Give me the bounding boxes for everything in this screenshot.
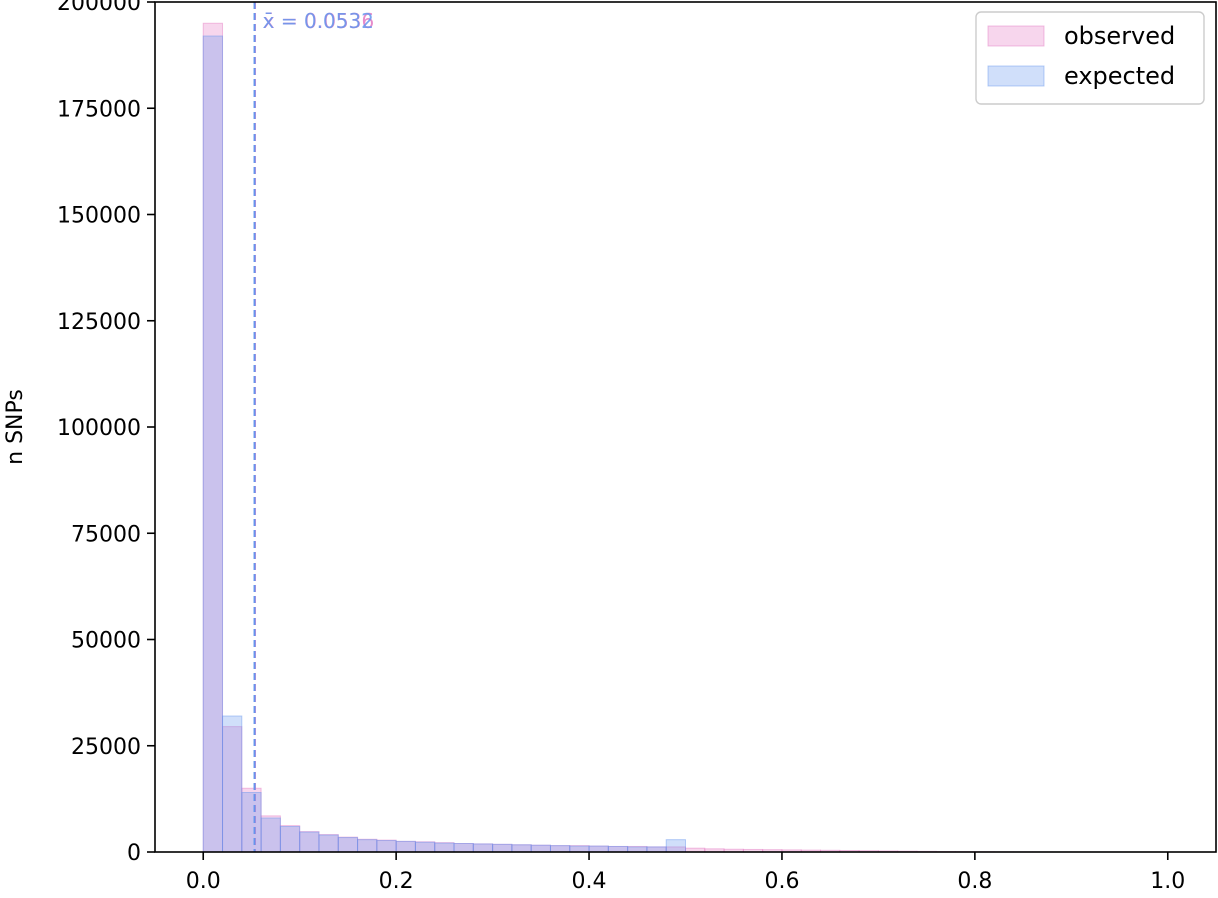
expected-bar [279, 826, 301, 853]
y-tick-label: 200000 [57, 0, 141, 16]
series-expected [202, 35, 687, 853]
x-tick-label: 0.0 [186, 869, 221, 894]
expected-bar [318, 834, 339, 853]
expected-bar [472, 843, 494, 853]
legend: observed expected [975, 11, 1205, 105]
y-axis: 0 25000 50000 75000 100000 125000 150000 175000… [57, 0, 155, 866]
y-tick-label: 150000 [57, 204, 141, 229]
expected-bar [511, 844, 532, 853]
legend-swatch-expected [987, 65, 1045, 87]
y-tick-label: 75000 [71, 522, 141, 547]
expected-bar [376, 840, 397, 853]
expected-bar [588, 845, 609, 853]
expected-bar [260, 817, 281, 853]
expected-bar [453, 843, 474, 853]
y-tick-label: 25000 [71, 735, 141, 760]
expected-mean-label: x̄ = 0.0532 [263, 9, 374, 33]
legend-box [975, 11, 1205, 105]
x-tick-label: 0.4 [572, 869, 607, 894]
expected-bar [357, 839, 378, 853]
expected-bar [222, 715, 243, 853]
observed-mean-label: x̄ = 0.0536 [263, 9, 374, 33]
expected-bar [665, 839, 687, 853]
expected-bar [607, 845, 629, 853]
y-tick-label: 0 [127, 841, 141, 866]
expected-bar [202, 35, 224, 853]
expected-bar [337, 837, 359, 853]
legend-label-observed: observed [1064, 22, 1175, 50]
expected-bar [549, 845, 571, 853]
x-axis: 0.0 0.2 0.4 0.6 0.8 1.0 [186, 852, 1185, 894]
expected-bar [492, 843, 513, 853]
series-observed [202, 22, 1169, 853]
plot-frame [154, 1, 1217, 853]
histogram-bars [202, 22, 1169, 853]
y-tick-label: 125000 [57, 310, 141, 335]
y-tick-label: 175000 [57, 97, 141, 122]
y-tick-label: 100000 [57, 416, 141, 441]
x-tick-label: 0.6 [764, 869, 799, 894]
expected-bar [530, 844, 551, 853]
legend-label-expected: expected [1064, 62, 1175, 90]
expected-bar [299, 831, 320, 853]
expected-bar [414, 841, 436, 853]
x-tick-label: 0.2 [379, 869, 414, 894]
y-axis-label: n SNPs [3, 389, 28, 465]
x-tick-label: 1.0 [1150, 869, 1185, 894]
expected-bar [395, 840, 416, 853]
expected-bar [434, 842, 455, 853]
expected-bar [241, 792, 262, 853]
y-tick-label: 50000 [71, 629, 141, 654]
expected-bar [569, 845, 590, 853]
x-tick-label: 0.8 [957, 869, 992, 894]
legend-swatch-observed [987, 25, 1045, 47]
